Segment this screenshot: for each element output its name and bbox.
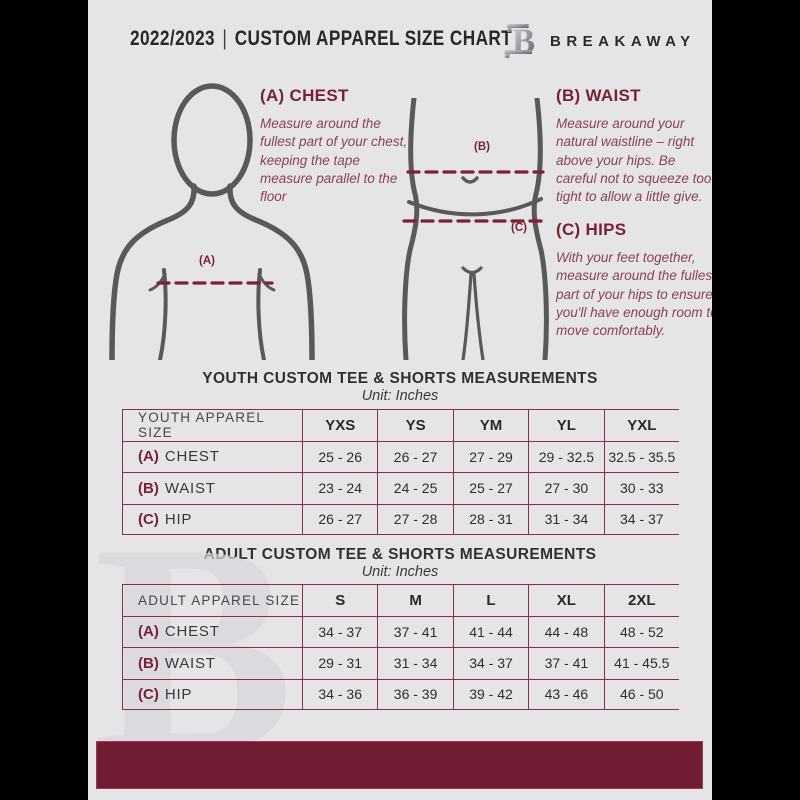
adult-size-table: ADULT APPAREL SIZE S M L XL 2XL (A) CHES… bbox=[122, 584, 679, 710]
youth-size-col-header: YS bbox=[377, 409, 453, 441]
youth-table-corner-header: YOUTH APPAREL SIZE bbox=[122, 409, 302, 441]
youth-table-title: YOUTH CUSTOM TEE & SHORTS MEASUREMENTS bbox=[202, 370, 598, 387]
youth-chest-row-label: (A) CHEST bbox=[122, 440, 302, 472]
footer-accent-bar bbox=[96, 741, 703, 789]
torso-outline-illustration bbox=[109, 83, 315, 360]
table-cell: 34 - 37 bbox=[452, 647, 529, 679]
row-prefix: (A) bbox=[138, 448, 159, 466]
table-cell: 41 - 45.5 bbox=[603, 647, 679, 679]
adult-hip-row-label: (C) HIP bbox=[122, 678, 302, 710]
table-cell: 31 - 34 bbox=[528, 503, 604, 535]
table-cell: 26 - 27 bbox=[302, 503, 378, 535]
adult-size-col-header: XL bbox=[528, 584, 604, 616]
table-cell: 34 - 36 bbox=[302, 678, 378, 710]
chart-page: 2022/2023 | CUSTOM APPAREL SIZE CHART B BR… bbox=[88, 0, 712, 800]
adult-size-col-header: L bbox=[452, 584, 529, 616]
row-prefix: (B) bbox=[138, 654, 159, 672]
row-name: HIP bbox=[164, 685, 193, 703]
youth-size-col-header: YXL bbox=[603, 409, 679, 441]
youth-waist-row-label: (B) WAIST bbox=[122, 472, 302, 504]
youth-hip-row-label: (C) HIP bbox=[122, 503, 302, 535]
table-cell: 34 - 37 bbox=[603, 503, 679, 535]
table-cell: 23 - 24 bbox=[302, 472, 378, 504]
youth-size-col-header: YL bbox=[528, 409, 604, 441]
table-cell: 39 - 42 bbox=[452, 678, 529, 710]
row-name: WAIST bbox=[164, 654, 216, 672]
table-cell: 46 - 50 bbox=[603, 678, 679, 710]
table-cell: 44 - 48 bbox=[528, 615, 604, 647]
table-cell: 31 - 34 bbox=[377, 647, 453, 679]
table-cell: 25 - 27 bbox=[452, 472, 529, 504]
youth-size-col-header: YXS bbox=[302, 409, 378, 441]
table-cell: 28 - 31 bbox=[452, 503, 529, 535]
header-year: 2022/2023 bbox=[129, 27, 216, 50]
brand-name: BREAKAWAY bbox=[550, 33, 696, 50]
table-cell: 24 - 25 bbox=[377, 472, 453, 504]
header: 2022/2023 | CUSTOM APPAREL SIZE CHART bbox=[88, 27, 512, 51]
adult-table-unit: Unit: Inches bbox=[361, 564, 439, 580]
row-name: CHEST bbox=[164, 448, 220, 466]
hips-instruction: (C) HIPS With your feet together, measur… bbox=[556, 220, 712, 341]
youth-table-unit: Unit: Inches bbox=[361, 388, 439, 404]
hips-instruction-heading: (C) HIPS bbox=[556, 220, 627, 239]
adult-size-col-header: M bbox=[377, 584, 453, 616]
table-cell: 48 - 52 bbox=[603, 615, 679, 647]
waist-marker-label: (B) bbox=[474, 141, 490, 153]
table-cell: 29 - 31 bbox=[302, 647, 378, 679]
adult-table-title: ADULT CUSTOM TEE & SHORTS MEASUREMENTS bbox=[203, 546, 597, 563]
adult-waist-row-label: (B) WAIST bbox=[122, 647, 302, 679]
row-prefix: (A) bbox=[138, 623, 159, 641]
table-cell: 27 - 28 bbox=[377, 503, 453, 535]
waist-instruction-body: Measure around your natural waistline – … bbox=[556, 116, 712, 205]
row-prefix: (C) bbox=[138, 685, 159, 703]
chest-instruction: (A) CHEST Measure around the fullest par… bbox=[260, 86, 412, 207]
table-cell: 41 - 44 bbox=[452, 615, 529, 647]
table-cell: 27 - 29 bbox=[452, 440, 529, 472]
chest-instruction-body: Measure around the fullest part of your … bbox=[260, 116, 408, 205]
adult-table-corner-header: ADULT APPAREL SIZE bbox=[122, 584, 302, 616]
row-name: WAIST bbox=[164, 479, 216, 497]
upper-body-figure bbox=[100, 82, 320, 360]
table-cell: 34 - 37 bbox=[302, 615, 378, 647]
adult-size-col-header: S bbox=[302, 584, 378, 616]
lower-body-figure bbox=[393, 98, 558, 360]
table-cell: 30 - 33 bbox=[603, 472, 679, 504]
table-cell: 27 - 30 bbox=[528, 472, 604, 504]
header-divider: | bbox=[222, 27, 228, 50]
header-title-line: 2022/2023 | CUSTOM APPAREL SIZE CHART bbox=[130, 27, 512, 51]
row-prefix: (C) bbox=[138, 510, 159, 528]
hips-marker-label: (C) bbox=[511, 222, 527, 234]
youth-size-col-header: YM bbox=[452, 409, 529, 441]
row-name: HIP bbox=[164, 510, 193, 528]
table-cell: 32.5 - 35.5 bbox=[603, 440, 679, 472]
row-prefix: (B) bbox=[138, 479, 159, 497]
waist-instruction: (B) WAIST Measure around your natural wa… bbox=[556, 86, 712, 207]
row-name: CHEST bbox=[164, 623, 220, 641]
table-cell: 36 - 39 bbox=[377, 678, 453, 710]
adult-chest-row-label: (A) CHEST bbox=[122, 615, 302, 647]
svg-text:B: B bbox=[512, 23, 535, 61]
hips-outline-illustration bbox=[402, 98, 549, 360]
youth-size-table: YOUTH APPAREL SIZE YXS YS YM YL YXL (A) … bbox=[122, 409, 679, 535]
hips-instruction-body: With your feet together, measure around … bbox=[556, 250, 712, 339]
breakaway-b-logo-icon: B bbox=[504, 23, 535, 61]
chest-marker-label: (A) bbox=[199, 255, 215, 267]
waist-instruction-heading: (B) WAIST bbox=[556, 86, 641, 105]
chest-instruction-heading: (A) CHEST bbox=[260, 86, 349, 105]
table-cell: 25 - 26 bbox=[302, 440, 378, 472]
page-title: CUSTOM APPAREL SIZE CHART bbox=[234, 27, 513, 50]
table-cell: 37 - 41 bbox=[528, 647, 604, 679]
table-cell: 29 - 32.5 bbox=[528, 440, 604, 472]
table-cell: 26 - 27 bbox=[377, 440, 453, 472]
table-cell: 43 - 46 bbox=[528, 678, 604, 710]
table-cell: 37 - 41 bbox=[377, 615, 453, 647]
adult-size-col-header: 2XL bbox=[603, 584, 679, 616]
